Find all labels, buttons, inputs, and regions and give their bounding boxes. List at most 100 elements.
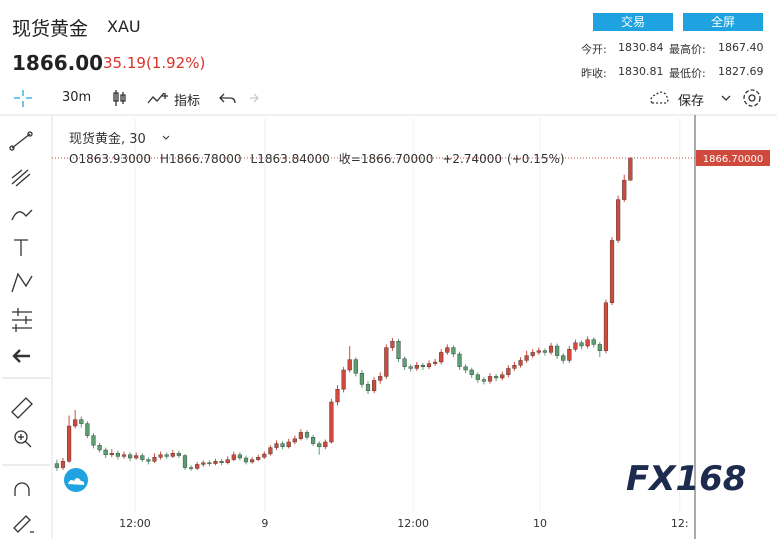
price: 1866.00 xyxy=(12,51,104,75)
candle-body xyxy=(555,345,560,356)
dropdown-caret xyxy=(162,135,170,140)
drawing-tools xyxy=(2,131,50,533)
candle-body xyxy=(597,344,602,351)
candle-body xyxy=(121,454,127,457)
logo-icon xyxy=(68,478,85,485)
ohlc-legend: 收=1866.70000 xyxy=(339,152,434,166)
candle-body xyxy=(109,453,114,456)
candle-body xyxy=(536,350,541,353)
candle-body xyxy=(85,423,90,436)
x-tick-label: 12: xyxy=(671,517,689,530)
candle-body xyxy=(231,454,236,460)
candle-body xyxy=(463,366,468,371)
candle-body xyxy=(506,368,511,375)
candle-body xyxy=(579,342,584,347)
candle-body xyxy=(286,441,291,448)
candle-body xyxy=(426,363,432,368)
candle-body xyxy=(396,341,401,360)
candle-body xyxy=(548,345,554,353)
last-price-tag xyxy=(696,150,770,166)
candle-body xyxy=(439,352,444,363)
candle-body xyxy=(127,454,133,459)
candle-body xyxy=(207,462,212,464)
candle-body xyxy=(457,353,462,368)
candle-body xyxy=(622,179,627,200)
candle-body xyxy=(170,453,175,457)
candle-body xyxy=(323,441,328,448)
candle-body xyxy=(164,454,169,457)
candle-body xyxy=(311,437,316,444)
candle-body xyxy=(176,453,181,456)
save-button[interactable]: 保存 xyxy=(678,94,705,109)
candle-body xyxy=(243,457,249,463)
stat-value: 1830.81 xyxy=(618,65,664,78)
candle-body xyxy=(54,463,59,468)
candle-body xyxy=(280,443,285,448)
candle-body xyxy=(524,355,529,361)
x-tick-label: 12:00 xyxy=(119,517,151,530)
candle-body xyxy=(469,369,474,376)
candle-body xyxy=(353,359,358,374)
x-tick-label: 10 xyxy=(533,517,547,530)
trade-button[interactable]: 交易 xyxy=(593,13,673,31)
candle-body xyxy=(384,347,389,377)
interval-button[interactable]: 30m xyxy=(62,90,92,105)
candle-body xyxy=(481,379,487,382)
candle-body xyxy=(567,349,572,361)
candle-body xyxy=(512,365,517,369)
candle-body xyxy=(451,347,456,355)
candle-body xyxy=(609,240,615,303)
candle-body xyxy=(591,339,596,345)
candle-body xyxy=(189,467,194,469)
candle-body xyxy=(445,347,450,353)
candle-body xyxy=(420,365,426,368)
candle-body xyxy=(152,457,157,462)
x-tick-label: 12:00 xyxy=(397,517,429,530)
x-tick-label: 9 xyxy=(261,517,268,530)
watermark: FX168 xyxy=(626,459,746,499)
candle-body xyxy=(561,355,566,361)
fullscreen-button[interactable]: 全屏 xyxy=(683,13,763,31)
candle-body xyxy=(487,376,493,382)
last-price-label: 1866.70000 xyxy=(703,154,763,165)
candle-body xyxy=(140,455,145,460)
ohlc-legend: L1863.84000 xyxy=(251,152,330,166)
candle-body xyxy=(115,453,120,457)
stat-value: 1827.69 xyxy=(718,65,764,78)
candle-body xyxy=(262,453,267,458)
candle-body xyxy=(250,459,255,463)
stat-label: 今开: xyxy=(581,43,607,56)
candle-body xyxy=(335,389,340,403)
candle-body xyxy=(347,359,352,371)
candle-body xyxy=(195,464,200,469)
ohlc-legend: O1863.93000 xyxy=(69,152,151,166)
candle-body xyxy=(201,462,206,465)
candle-body xyxy=(585,339,590,347)
candle-body xyxy=(225,459,230,464)
stat-value: 1867.40 xyxy=(718,41,764,54)
candle-body xyxy=(372,380,377,391)
candle-body xyxy=(256,457,261,460)
stat-label: 最高价: xyxy=(669,43,706,56)
candle-body xyxy=(304,432,310,438)
candle-body xyxy=(530,352,535,356)
candle-body xyxy=(73,419,78,427)
price-change: 35.19(1.92%) xyxy=(103,54,206,72)
candle-body xyxy=(518,360,523,366)
candle-body xyxy=(158,454,163,458)
candle-body xyxy=(268,447,273,455)
candle-body xyxy=(66,425,72,462)
candle-body xyxy=(219,461,224,464)
candle-body xyxy=(628,157,633,181)
candle-body xyxy=(146,459,151,462)
candle-body xyxy=(237,454,242,459)
candle-body xyxy=(616,199,621,241)
candle-body xyxy=(365,384,371,391)
candle-body xyxy=(329,401,334,443)
candle-body xyxy=(494,376,499,379)
candle-body xyxy=(298,432,303,439)
indicators-button[interactable]: 指标 xyxy=(174,94,201,109)
candle-body xyxy=(573,342,578,350)
stat-label: 昨收: xyxy=(581,67,607,80)
